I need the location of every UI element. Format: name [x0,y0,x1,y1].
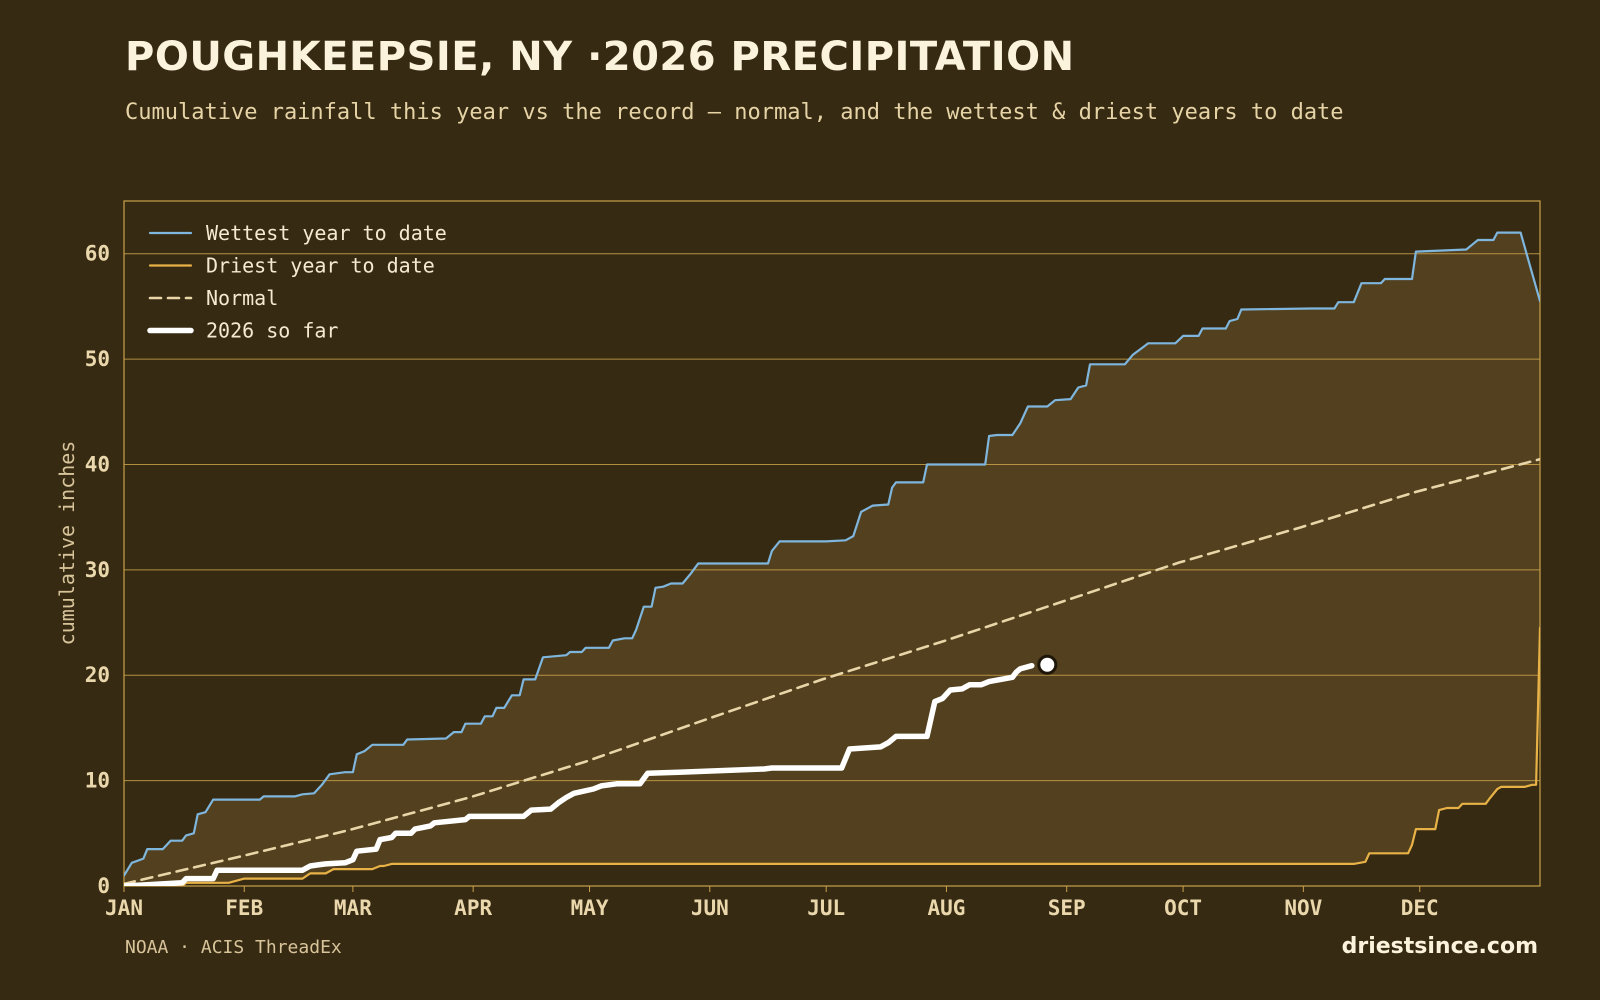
series-line-3 [124,662,1035,886]
legend-label: Normal [206,286,278,310]
y-axis-label: cumulative inches [55,441,79,646]
source-credit: NOAA · ACIS ThreadEx [125,937,342,958]
x-tick-label: MAY [571,896,609,920]
series-layer [124,231,1540,886]
shaded-band-layer [124,232,1540,886]
x-tick-label: DEC [1401,896,1439,920]
legend: Wettest year to date Driest year to date N… [147,221,447,343]
x-tick-label: OCT [1164,896,1202,920]
shaded-band [124,232,1540,886]
plot-frame [123,200,1541,887]
x-tick-label: NOV [1284,896,1322,920]
series-line-2 [124,457,1540,886]
y-tick-label: 60 [85,242,110,266]
x-tick-label: JUL [807,896,845,920]
site-link[interactable]: driestsince.com [1341,934,1538,959]
legend-label: 2026 so far [206,319,338,343]
y-tick-label: 40 [85,452,110,476]
x-tick-label: AUG [927,896,965,920]
page-subtitle: Cumulative rainfall this year vs the rec… [125,100,1344,125]
legend-label: Driest year to date [206,254,435,278]
page-title: POUGHKEEPSIE, NY ·2026 PRECIPITATION [125,34,1075,80]
y-tick-label: 50 [85,347,110,371]
y-tick-label: 20 [85,663,110,687]
x-tick-label: FEB [225,896,263,920]
ticks-layer: 0 10 20 30 40 50 60 JAN FEB MAR APR MAY JUN JUL AUG SEP… [85,242,1439,920]
x-tick-label: JAN [105,896,143,920]
x-tick-label: MAR [334,896,372,920]
x-tick-label: JUN [691,896,729,920]
legend-label: Wettest year to date [206,221,447,245]
x-tick-label: SEP [1048,896,1086,920]
series-line-1 [124,626,1540,886]
y-tick-label: 0 [97,874,110,898]
y-tick-label: 10 [85,769,110,793]
current-value-marker [1037,654,1058,675]
y-tick-label: 30 [85,558,110,582]
x-tick-label: APR [454,896,492,920]
series-line-0 [124,231,1540,877]
marker-layer [1037,654,1058,675]
